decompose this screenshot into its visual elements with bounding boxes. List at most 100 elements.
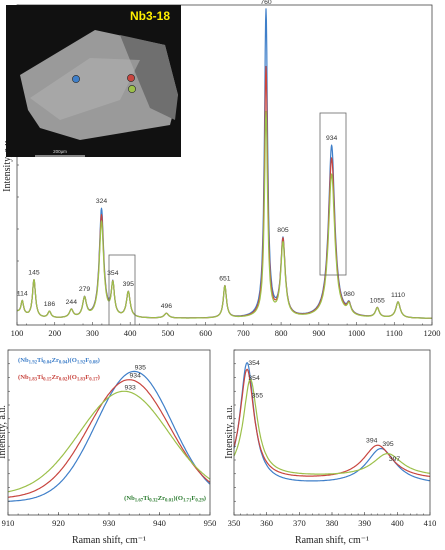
top-series-group — [16, 8, 433, 319]
formula-part: 0.32 — [149, 499, 158, 504]
br-peak-label: 355 — [252, 393, 264, 400]
bl-x-axis-label: Raman shift, cm⁻¹ — [72, 535, 146, 546]
formula-part: F — [85, 357, 89, 364]
br-peak-label: 354 — [248, 360, 260, 367]
bl-peak-label: 933 — [124, 384, 136, 391]
formula-part: F — [85, 374, 89, 381]
formula-part: Zr — [52, 357, 59, 364]
formula-part: 0.02 — [59, 378, 68, 383]
formula-part: ) — [98, 374, 100, 381]
br-tick-label: 390 — [358, 518, 371, 528]
formula-part: )(O — [67, 357, 77, 364]
bottom-right-panel: 350 360 370 380 390 400 410 354 354 355 394 395 397… — [224, 349, 437, 546]
formula-part: 1.92 — [77, 361, 86, 366]
bl-peak-label: 934 — [130, 373, 142, 380]
formula-part: 1.83 — [77, 378, 86, 383]
formula-part: 1.92 — [29, 361, 38, 366]
formula-part: (Nb — [18, 357, 29, 364]
top-peak-label: 651 — [219, 275, 231, 282]
top-tick-label: 1100 — [386, 328, 403, 338]
br-tick-label: 350 — [228, 518, 241, 528]
top-peak-label: 114 — [17, 290, 28, 297]
br-x-axis-label: Raman shift, cm⁻¹ — [295, 535, 369, 546]
br-peak-label: 395 — [382, 441, 394, 448]
formula-part: )(O — [67, 374, 77, 381]
bl-y-axis-label: Intensity, a.u. — [0, 405, 8, 459]
bl-tick-label: 950 — [204, 518, 217, 528]
top-peak-label: 934 — [326, 135, 338, 142]
top-peak-label: 1055 — [370, 297, 385, 304]
highlight-box-354-395 — [108, 254, 136, 326]
br-peak-label: 394 — [366, 438, 378, 445]
top-spectrum-panel: 100 200 300 400 500 600 700 800 900 1000 1100 1200 … — [2, 0, 441, 338]
formula-part: Ti — [37, 357, 43, 364]
formula-part: 0.01 — [165, 499, 174, 504]
br-peak-label: 354 — [248, 375, 260, 382]
formula-part: (Nb — [124, 495, 135, 502]
highlight-box-934 — [319, 112, 347, 276]
top-x-ticks: 100 200 300 400 500 600 700 800 900 1000 1100 1200 — [11, 4, 441, 338]
top-peak-label: 760 — [260, 0, 272, 6]
br-tick-label: 410 — [424, 518, 437, 528]
bl-tick-label: 930 — [103, 518, 116, 528]
top-peak-label: 324 — [96, 198, 108, 205]
formula-part: 1.71 — [183, 499, 192, 504]
top-peak-label: 805 — [277, 227, 289, 234]
formula-part: 1.67 — [135, 499, 144, 504]
top-tick-label: 600 — [199, 328, 212, 338]
bl-tick-label: 940 — [153, 518, 166, 528]
br-y-axis-label: Intensity, a.u. — [224, 405, 235, 459]
top-peak-label: 1110 — [391, 292, 405, 299]
formula-part: F — [191, 495, 195, 502]
top-tick-label: 400 — [124, 328, 137, 338]
formula-part: 1.83 — [29, 378, 38, 383]
top-tick-label: 200 — [48, 328, 61, 338]
br-x-ticks: 350 360 370 380 390 400 410 — [228, 349, 437, 528]
formula-part: Zr — [158, 495, 165, 502]
br-series-2 — [233, 378, 431, 475]
top-peak-label: 244 — [66, 299, 78, 306]
top-tick-label: 800 — [275, 328, 288, 338]
bl-series-group — [7, 370, 211, 502]
bottom-left-panel: 910 920 930 940 950 935 934 933 Intensity, a.u… — [0, 349, 217, 546]
top-tick-label: 1200 — [424, 328, 441, 338]
br-tick-label: 380 — [326, 518, 339, 528]
red-spot-marker — [127, 74, 135, 82]
br-tick-label: 360 — [260, 518, 273, 528]
formula-part: Zr — [52, 374, 59, 381]
top-tick-label: 500 — [162, 328, 175, 338]
br-series-0 — [233, 362, 431, 482]
top-peak-label: 980 — [343, 291, 355, 298]
bl-peak-label: 935 — [135, 364, 147, 371]
top-peak-label: 279 — [79, 286, 91, 293]
br-tick-label: 370 — [293, 518, 306, 528]
br-peak-labels: 354 354 355 394 395 397 — [248, 360, 400, 463]
bl-tick-label: 920 — [52, 518, 65, 528]
formula-part: 0.08 — [89, 361, 98, 366]
top-y-axis-label: Intensity, a.u. — [2, 138, 13, 192]
formula-part: 0.04 — [43, 361, 52, 366]
br-series-1 — [233, 368, 431, 478]
br-series-group — [233, 362, 431, 482]
formula-red: (Nb1.83Ti0.15Zr0.02)(O1.83F0.17) — [18, 374, 100, 383]
top-tick-label: 900 — [312, 328, 325, 338]
top-peak-label: 496 — [161, 303, 173, 310]
bl-series-1 — [7, 379, 211, 498]
formula-green: (Nb1.67Ti0.32Zr0.01)(O1.71F0.29) — [124, 495, 206, 504]
formula-part: Ti — [143, 495, 149, 502]
top-tick-label: 700 — [237, 328, 250, 338]
top-series-2 — [16, 110, 433, 319]
scale-bar-label: 200μm — [53, 149, 67, 154]
formula-part: Ti — [37, 374, 43, 381]
formula-part: ) — [98, 357, 100, 364]
formula-part: 0.15 — [43, 378, 52, 383]
formula-part: ) — [204, 495, 206, 502]
sample-label: Nb3-18 — [130, 9, 170, 23]
formula-part: )(O — [173, 495, 183, 502]
br-tick-label: 400 — [391, 518, 404, 528]
crystal-shadow — [120, 35, 178, 120]
green-spot-marker — [128, 85, 136, 93]
top-tick-label: 300 — [86, 328, 99, 338]
